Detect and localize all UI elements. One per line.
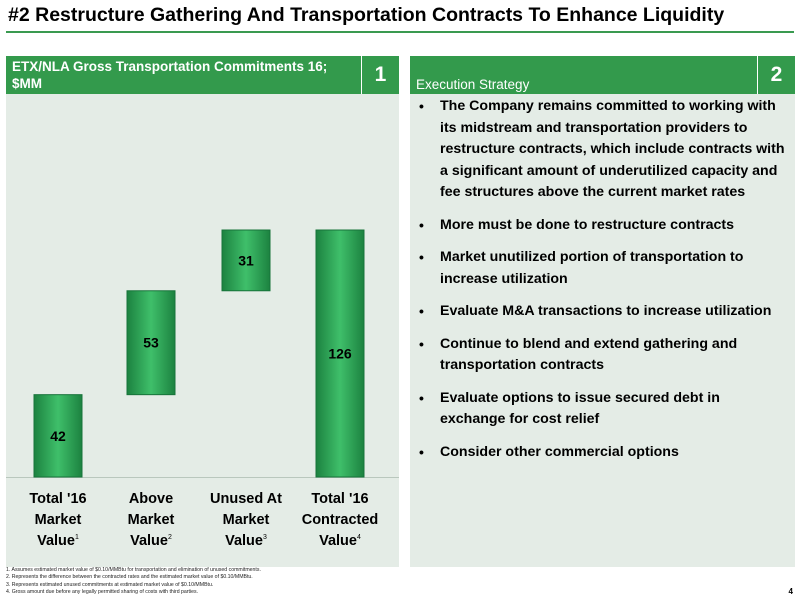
bullet-icon: •	[419, 303, 424, 319]
strategy-item-text: Evaluate options to issue secured debt i…	[440, 389, 720, 428]
footnote-marker: 2	[168, 534, 172, 541]
strategy-item: • Evaluate M&A transactions to increase u…	[410, 301, 795, 323]
footnote: 3. Represents estimated unused commitmen…	[6, 581, 214, 588]
footnotes: 1. Assumes estimated market value of $0.…	[6, 567, 606, 596]
slide-title: #2 Restructure Gathering And Transportat…	[8, 4, 725, 26]
category-label: Value3	[225, 533, 267, 549]
bar-1	[33, 394, 83, 478]
chart-panel-number: 1	[361, 56, 399, 94]
category-label: Above	[129, 491, 173, 507]
strategy-item-text: Market unutilized portion of transportat…	[440, 249, 744, 287]
strategy-item: • Continue to blend and extend gathering …	[410, 334, 795, 377]
strategy-item-text: More must be done to restructure contrac…	[440, 216, 735, 233]
strategy-panel-number: 2	[757, 56, 795, 94]
footnote: 2. Represents the difference between the…	[6, 574, 253, 581]
bullet-icon: •	[419, 335, 424, 352]
bar-value-label: 126	[328, 346, 352, 362]
bar-2	[126, 290, 176, 396]
footnote: 1. Assumes estimated market value of $0.…	[6, 567, 261, 573]
bar-4	[315, 229, 365, 478]
bullet-icon: •	[419, 98, 424, 114]
bullet-icon: •	[419, 249, 424, 265]
bullet-icon: •	[419, 443, 424, 460]
bar-value-label: 31	[238, 252, 254, 268]
category-label: Market	[128, 512, 175, 528]
category-label: Unused At	[210, 491, 282, 507]
strategy-panel: Execution Strategy 2 • The Company remain…	[410, 56, 795, 567]
footnote: 4. Gross amount due before any legally p…	[6, 588, 199, 595]
page-number: 4	[788, 587, 793, 596]
strategy-item: • Evaluate options to issue secured debt …	[410, 388, 795, 431]
category-label: Total '16	[311, 491, 368, 507]
strategy-list: • The Company remains committed to workin…	[410, 96, 795, 474]
footnote-marker: 3	[263, 534, 267, 541]
bullet-icon: •	[419, 216, 424, 233]
category-label: Value1	[37, 533, 79, 549]
category-label: Market	[223, 512, 270, 528]
category-label: Value4	[319, 533, 361, 549]
category-label: Total '16	[29, 491, 86, 507]
strategy-panel-header: Execution Strategy 2	[410, 56, 795, 94]
bar-3	[221, 229, 271, 292]
strategy-item: • More must be done to restructure contra…	[410, 215, 795, 237]
category-label: Market	[35, 512, 82, 528]
bar-value-label: 53	[143, 335, 159, 351]
bar-value-label: 42	[50, 428, 66, 444]
chart-panel: ETX/NLA Gross Transportation Commitments…	[6, 56, 399, 567]
strategy-item: • Consider other commercial options	[410, 442, 795, 464]
strategy-item: • The Company remains committed to workin…	[410, 96, 795, 204]
footnote-marker: 4	[357, 534, 361, 541]
strategy-item-text: The Company remains committed to working…	[440, 98, 785, 200]
chart-panel-header: ETX/NLA Gross Transportation Commitments…	[6, 56, 399, 94]
category-label: Value2	[130, 533, 172, 549]
strategy-item-text: Consider other commercial options	[440, 443, 679, 460]
title-divider	[6, 31, 794, 33]
category-label: Contracted	[302, 512, 379, 528]
chart-panel-title: ETX/NLA Gross Transportation Commitments…	[12, 59, 328, 91]
strategy-panel-title: Execution Strategy	[416, 77, 530, 92]
strategy-item-text: Evaluate M&A transactions to increase ut…	[440, 303, 772, 319]
bullet-icon: •	[419, 389, 424, 406]
strategy-item: • Market unutilized portion of transporta…	[410, 247, 795, 290]
footnote-marker: 1	[75, 534, 79, 541]
strategy-item-text: Continue to blend and extend gathering a…	[440, 335, 738, 374]
